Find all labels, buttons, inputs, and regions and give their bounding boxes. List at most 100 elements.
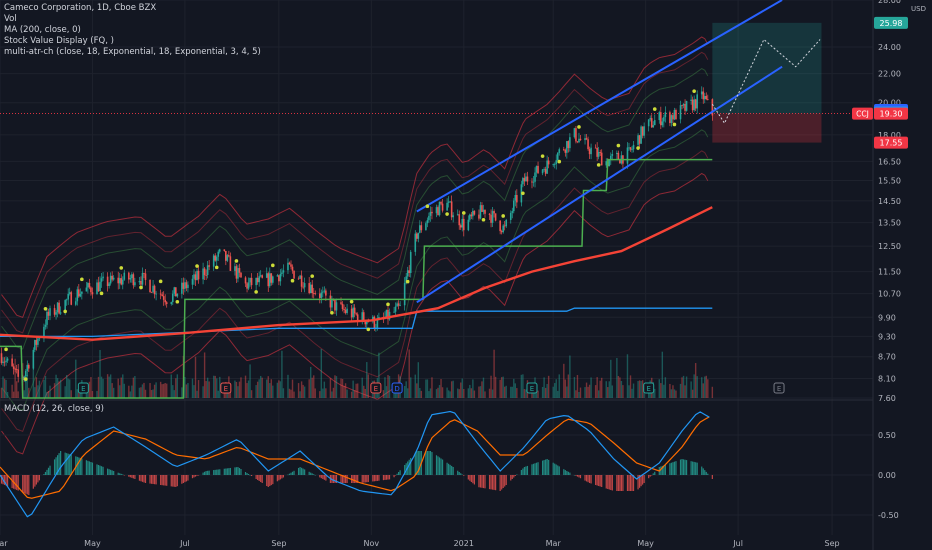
candle-body: [493, 211, 495, 214]
volume-bar: [469, 384, 471, 398]
candle-body: [59, 312, 62, 314]
macd-histogram-bar: [501, 475, 503, 490]
volume-bar: [205, 381, 207, 398]
earnings-marker: [391, 382, 403, 394]
candle-body: [303, 283, 306, 288]
candle-body: [182, 282, 185, 289]
volume-bar: [578, 391, 580, 398]
macd-histogram-bar: [49, 465, 51, 475]
volume-bar: [5, 379, 7, 398]
macd-histogram-bar: [202, 472, 204, 475]
candle-body: [605, 161, 608, 166]
volume-bar: [108, 376, 110, 398]
legend-atr[interactable]: multi-atr-ch (close, 18, Exponential, 18…: [4, 47, 261, 57]
volume-bar: [522, 374, 524, 398]
legend-vol[interactable]: Vol: [4, 14, 17, 24]
candle-body: [535, 165, 538, 173]
macd-histogram-bar: [587, 475, 589, 483]
macd-histogram-bar: [399, 470, 401, 475]
candle-body: [279, 273, 282, 282]
volume-bar: [23, 390, 25, 398]
legend-ma[interactable]: MA (200, close, 0): [4, 25, 81, 35]
macd-histogram-bar: [534, 463, 536, 475]
macd-histogram-bar: [548, 459, 550, 475]
macd-histogram-bar: [196, 475, 198, 476]
volume-bar: [267, 376, 269, 398]
candle-body: [165, 302, 168, 304]
candle-body: [426, 220, 429, 224]
earnings-marker-label: E: [224, 385, 228, 393]
macd-histogram-bar: [648, 475, 650, 479]
macd-histogram-bar: [484, 475, 486, 489]
candle-body: [320, 292, 323, 298]
volume-bar: [619, 377, 621, 398]
macd-histogram-bar: [161, 475, 163, 486]
macd-histogram-bar: [279, 475, 281, 480]
candle-body: [590, 147, 592, 155]
candle-body: [555, 160, 558, 165]
macd-histogram-bar: [219, 469, 221, 475]
earnings-marker-label: D: [394, 385, 399, 393]
macd-legend[interactable]: MACD (12, 26, close, 9): [4, 404, 104, 414]
volume-bar: [202, 386, 204, 398]
macd-histogram-bar: [266, 475, 268, 486]
candle-body: [176, 293, 179, 297]
candle-body: [331, 298, 333, 308]
macd-histogram-bar: [588, 475, 591, 483]
candle-body: [118, 278, 121, 284]
volume-bar: [187, 383, 189, 398]
macd-histogram-bar: [516, 474, 518, 475]
volume-bar: [407, 388, 409, 398]
macd-histogram-bar: [237, 467, 239, 475]
candle-body: [340, 302, 342, 304]
legend-svd[interactable]: Stock Value Display (FQ, ): [4, 36, 114, 46]
price-tick-label: 10.70: [878, 290, 901, 299]
macd-histogram-bar: [229, 467, 231, 475]
candle-body: [578, 138, 580, 143]
candle-body: [684, 103, 686, 111]
macd-histogram-bar: [70, 454, 72, 475]
candle-body: [302, 286, 304, 288]
time-tick-label: Mar: [0, 539, 8, 548]
candle-body: [11, 358, 13, 367]
candle-body: [420, 225, 423, 231]
volume-bar: [441, 387, 444, 398]
legend-title[interactable]: Cameco Corporation, 1D, Cboe BZX: [4, 3, 157, 13]
volume-bar: [279, 381, 282, 398]
signal-dot: [254, 290, 258, 294]
volume-bar: [693, 374, 695, 398]
candle-body: [512, 200, 515, 212]
volume-bar: [223, 391, 226, 398]
macd-histogram-bar: [511, 475, 513, 479]
candle-body: [123, 272, 126, 280]
candle-body: [268, 273, 271, 287]
macd-histogram-bar: [428, 451, 430, 475]
candle-body: [679, 105, 682, 120]
volume-bar: [259, 375, 262, 398]
candle-body: [65, 299, 68, 301]
candle-body: [584, 138, 586, 141]
price-badge-label: 25.98: [880, 19, 903, 28]
macd-histogram-bar: [99, 465, 101, 475]
volume-bar: [291, 379, 294, 398]
time-tick-label: Sep: [825, 539, 840, 548]
candle-body: [341, 303, 344, 310]
macd-histogram-bar: [291, 471, 294, 475]
candle-body: [609, 155, 612, 160]
volume-bar: [620, 380, 623, 398]
volume-bar: [557, 390, 559, 398]
candle-body: [218, 249, 221, 252]
macd-histogram-bar: [711, 475, 713, 479]
volume-bar: [555, 379, 557, 398]
volume-bar: [340, 378, 342, 398]
volume-bar: [414, 374, 416, 398]
volume-bar: [59, 379, 62, 398]
macd-histogram-bar: [525, 466, 527, 475]
volume-bar: [588, 384, 591, 398]
candle-body: [365, 321, 368, 325]
macd-histogram-bar: [419, 451, 421, 475]
signal-dot: [195, 264, 199, 268]
volume-bar: [504, 386, 506, 398]
